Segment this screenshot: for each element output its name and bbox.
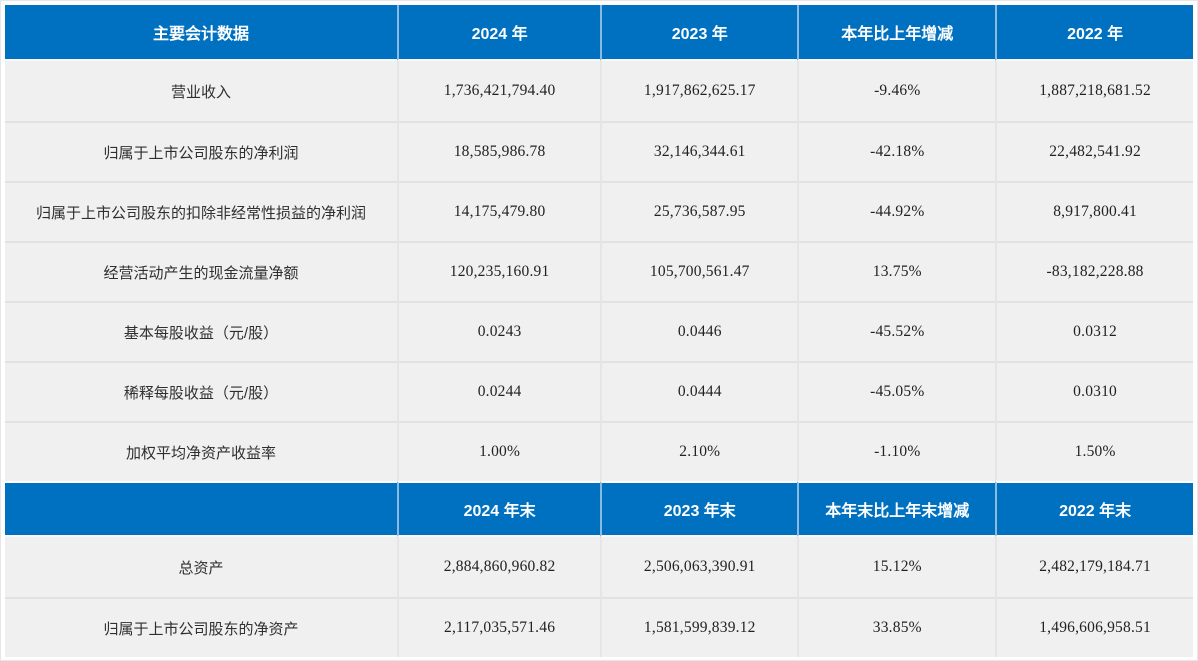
value-2022: 8,917,800.41 (995, 181, 1193, 241)
row-label: 基本每股收益（元/股） (5, 301, 398, 361)
value-2024: 0.0244 (397, 361, 601, 421)
value-2022: 1,887,218,681.52 (995, 61, 1193, 121)
row-label: 稀释每股收益（元/股） (5, 361, 398, 421)
value-change: -1.10% (797, 421, 996, 481)
row-label: 归属于上市公司股东的净利润 (5, 121, 398, 181)
value-change: -45.05% (797, 361, 996, 421)
value-change: -44.92% (797, 181, 996, 241)
value-change: -45.52% (797, 301, 996, 361)
row-label: 归属于上市公司股东的净资产 (5, 597, 398, 657)
value-2022: -83,182,228.88 (995, 241, 1193, 301)
table-row-net-profit-excl-nonrecurring: 归属于上市公司股东的扣除非经常性损益的净利润 14,175,479.80 25,… (5, 181, 1193, 241)
value-change: -9.46% (797, 61, 996, 121)
table-row-operating-cash-flow: 经营活动产生的现金流量净额 120,235,160.91 105,700,561… (5, 241, 1193, 301)
header-cell-end-2022: 2022 年末 (995, 481, 1193, 537)
table-row-basic-eps: 基本每股收益（元/股） 0.0243 0.0446 -45.52% 0.0312 (5, 301, 1193, 361)
value-2024: 0.0243 (397, 301, 601, 361)
table-row-total-assets: 总资产 2,884,860,960.82 2,506,063,390.91 15… (5, 537, 1193, 597)
value-change: 13.75% (797, 241, 996, 301)
value-2022: 0.0310 (995, 361, 1193, 421)
value-2024: 18,585,986.78 (397, 121, 601, 181)
table-row-weighted-avg-roe: 加权平均净资产收益率 1.00% 2.10% -1.10% 1.50% (5, 421, 1193, 481)
value-change: -42.18% (797, 121, 996, 181)
value-end-change: 33.85% (797, 597, 996, 657)
row-label: 归属于上市公司股东的扣除非经常性损益的净利润 (5, 181, 398, 241)
value-2022: 22,482,541.92 (995, 121, 1193, 181)
value-2024: 14,175,479.80 (397, 181, 601, 241)
header-cell-year-2024: 2024 年 (397, 5, 601, 61)
header-row-annual: 主要会计数据 2024 年 2023 年 本年比上年增减 2022 年 (5, 5, 1193, 61)
table-row-operating-revenue: 营业收入 1,736,421,794.40 1,917,862,625.17 -… (5, 61, 1193, 121)
table-row-net-assets: 归属于上市公司股东的净资产 2,117,035,571.46 1,581,599… (5, 597, 1193, 657)
header-cell-end-2024: 2024 年末 (397, 481, 601, 537)
header-cell-end-2023: 2023 年末 (600, 481, 798, 537)
row-label: 加权平均净资产收益率 (5, 421, 398, 481)
value-end-2024: 2,117,035,571.46 (397, 597, 601, 657)
value-2023: 1,917,862,625.17 (600, 61, 798, 121)
row-label: 总资产 (5, 537, 398, 597)
value-2023: 0.0444 (600, 361, 798, 421)
header-cell-blank (5, 481, 398, 537)
header-cell-metric-title: 主要会计数据 (5, 5, 398, 61)
key-accounting-data-table: 主要会计数据 2024 年 2023 年 本年比上年增减 2022 年 营业收入… (5, 5, 1193, 657)
value-2022: 0.0312 (995, 301, 1193, 361)
value-2023: 105,700,561.47 (600, 241, 798, 301)
value-2024: 1.00% (397, 421, 601, 481)
table-row-diluted-eps: 稀释每股收益（元/股） 0.0244 0.0444 -45.05% 0.0310 (5, 361, 1193, 421)
table-row-net-profit: 归属于上市公司股东的净利润 18,585,986.78 32,146,344.6… (5, 121, 1193, 181)
value-2024: 120,235,160.91 (397, 241, 601, 301)
row-label: 营业收入 (5, 61, 398, 121)
value-end-2022: 2,482,179,184.71 (995, 537, 1193, 597)
value-end-2024: 2,884,860,960.82 (397, 537, 601, 597)
header-cell-end-change: 本年末比上年末增减 (797, 481, 996, 537)
value-2024: 1,736,421,794.40 (397, 61, 601, 121)
header-cell-yoy-change: 本年比上年增减 (797, 5, 996, 61)
header-cell-year-2023: 2023 年 (600, 5, 798, 61)
value-2023: 0.0446 (600, 301, 798, 361)
row-label: 经营活动产生的现金流量净额 (5, 241, 398, 301)
header-row-period-end: 2024 年末 2023 年末 本年末比上年末增减 2022 年末 (5, 481, 1193, 537)
value-2023: 25,736,587.95 (600, 181, 798, 241)
value-end-2023: 2,506,063,390.91 (600, 537, 798, 597)
value-end-2023: 1,581,599,839.12 (600, 597, 798, 657)
value-end-2022: 1,496,606,958.51 (995, 597, 1193, 657)
header-cell-year-2022: 2022 年 (995, 5, 1193, 61)
value-2022: 1.50% (995, 421, 1193, 481)
value-end-change: 15.12% (797, 537, 996, 597)
value-2023: 32,146,344.61 (600, 121, 798, 181)
value-2023: 2.10% (600, 421, 798, 481)
